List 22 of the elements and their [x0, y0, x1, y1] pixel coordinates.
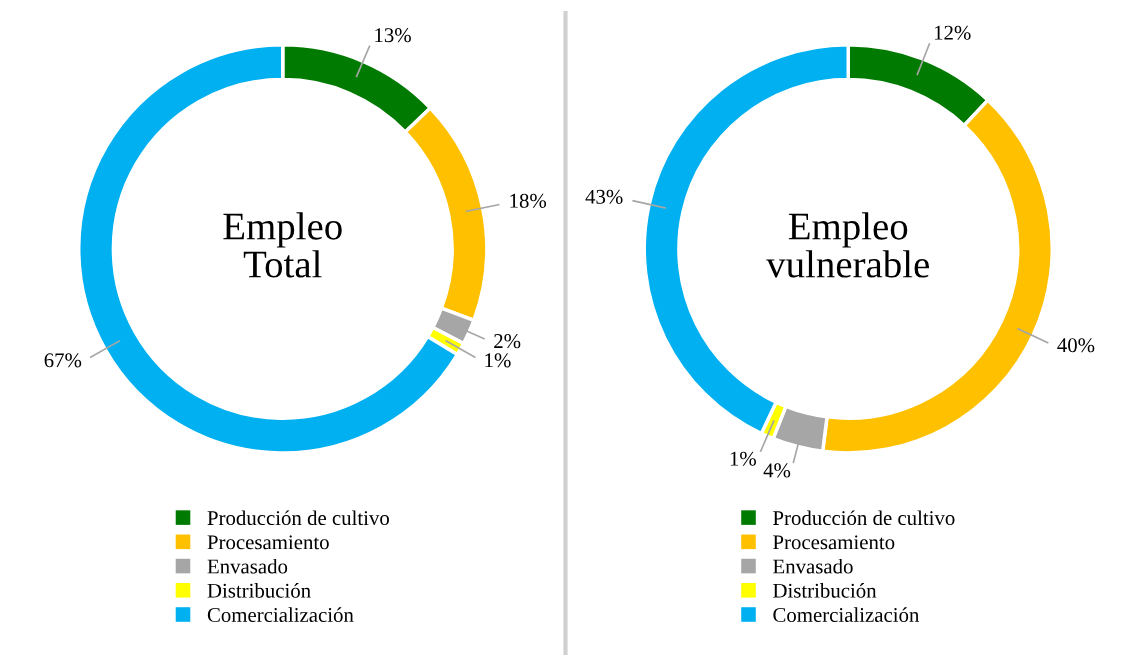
- data-label: 18%: [510, 193, 547, 208]
- legend-label: Distribución: [207, 583, 311, 598]
- legend-label: Envasado: [207, 558, 288, 574]
- data-label: 12%: [934, 25, 971, 40]
- data-label: 4%: [763, 463, 791, 478]
- data-label: 1%: [730, 451, 756, 466]
- legend-label: Comercialización: [207, 607, 354, 622]
- legend-label: Envasado: [773, 558, 853, 574]
- text: Empleo vulnerable: [766, 212, 929, 278]
- data-label: 43%: [585, 189, 623, 204]
- text: Empleo Total: [223, 212, 342, 278]
- data-label: 13%: [375, 28, 411, 43]
- legend-label: Comercialización: [773, 607, 920, 622]
- legend-label: Distribución: [773, 583, 877, 598]
- data-label: 40%: [1057, 338, 1095, 353]
- data-label: 67%: [44, 353, 82, 368]
- legend-label: Producción de cultivo: [207, 510, 389, 526]
- data-label: 2%: [494, 334, 521, 349]
- legend-label: Procesamiento: [207, 535, 329, 550]
- legend-label: Procesamiento: [773, 535, 895, 550]
- legend-label: Producción de cultivo: [773, 510, 955, 526]
- data-label: 1%: [485, 353, 511, 368]
